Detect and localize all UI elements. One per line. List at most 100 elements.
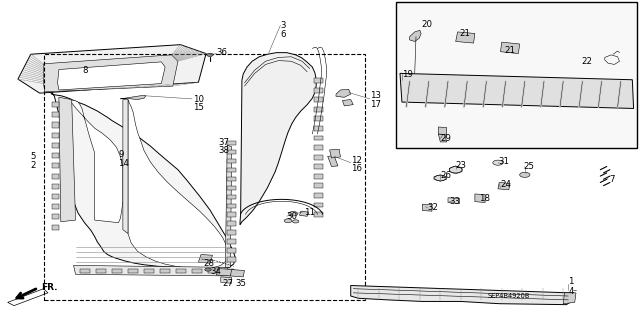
Polygon shape [314,155,323,160]
Polygon shape [52,194,59,199]
Polygon shape [456,32,475,43]
Polygon shape [230,270,244,277]
Polygon shape [227,159,236,163]
Text: 30: 30 [287,212,298,221]
Text: 4: 4 [568,287,574,296]
Polygon shape [227,168,236,172]
Polygon shape [314,193,323,198]
Circle shape [205,268,211,271]
Polygon shape [44,55,178,92]
Polygon shape [59,97,76,222]
Polygon shape [52,214,59,219]
Polygon shape [52,204,59,209]
Polygon shape [74,265,230,276]
Polygon shape [314,212,323,217]
Polygon shape [225,145,232,267]
Text: 28: 28 [204,259,214,268]
Polygon shape [227,257,236,262]
Polygon shape [448,198,460,204]
Polygon shape [52,153,59,158]
Text: 34: 34 [210,267,221,276]
Text: 19: 19 [402,70,413,78]
Polygon shape [563,293,576,304]
Text: 20: 20 [421,20,432,29]
Polygon shape [498,182,510,190]
Text: 13: 13 [370,91,381,100]
Text: 10: 10 [193,95,204,104]
Polygon shape [52,143,59,148]
Text: 29: 29 [440,134,451,143]
Polygon shape [314,78,323,83]
Text: 17: 17 [370,100,381,109]
Text: 38: 38 [219,146,230,155]
Text: 24: 24 [500,180,511,189]
Polygon shape [400,73,634,108]
Bar [396,2,637,148]
Text: 21: 21 [460,29,470,38]
Polygon shape [52,133,59,138]
Polygon shape [160,269,170,273]
Circle shape [207,53,213,56]
Polygon shape [314,136,323,140]
Polygon shape [314,116,323,121]
Polygon shape [227,150,236,154]
Polygon shape [314,107,323,112]
Polygon shape [227,212,236,217]
Polygon shape [224,269,234,273]
Polygon shape [227,204,236,208]
Text: SEP4B4920B: SEP4B4920B [488,293,530,299]
Polygon shape [351,286,573,305]
Polygon shape [227,177,236,181]
Text: 37: 37 [219,138,230,147]
Polygon shape [51,93,236,269]
Circle shape [284,219,292,223]
Polygon shape [144,269,154,273]
Text: 6: 6 [280,30,286,39]
Text: 27: 27 [223,279,234,288]
Polygon shape [123,100,128,234]
Polygon shape [52,112,59,117]
Polygon shape [314,174,323,179]
Text: 11: 11 [304,208,315,217]
Text: 36: 36 [216,48,227,57]
Polygon shape [58,62,165,90]
Polygon shape [410,30,421,41]
Bar [44,54,365,300]
Text: 7: 7 [609,175,615,184]
Polygon shape [120,96,146,100]
Circle shape [449,167,462,173]
Text: 9: 9 [118,150,124,159]
Polygon shape [112,269,122,273]
Polygon shape [475,194,485,203]
Text: 1: 1 [568,277,574,286]
Text: 33: 33 [449,197,460,206]
Polygon shape [192,269,202,273]
Text: 14: 14 [118,159,129,168]
Polygon shape [176,269,186,273]
Polygon shape [342,100,353,106]
Polygon shape [80,269,90,273]
Polygon shape [300,211,308,216]
Text: 32: 32 [428,204,438,212]
Polygon shape [438,134,447,142]
Polygon shape [18,45,206,93]
Polygon shape [422,204,432,211]
Circle shape [292,220,299,223]
Text: 15: 15 [193,103,204,112]
Circle shape [520,172,530,177]
Text: 2: 2 [31,161,36,170]
Polygon shape [314,164,323,169]
Text: 21: 21 [504,46,515,55]
Polygon shape [227,221,236,226]
Text: 23: 23 [456,161,467,170]
Polygon shape [52,163,59,168]
Text: 3: 3 [280,21,286,30]
Polygon shape [500,42,520,54]
Polygon shape [128,100,227,269]
Polygon shape [336,89,351,97]
Polygon shape [69,100,123,223]
Text: 18: 18 [479,194,490,203]
Polygon shape [96,269,106,273]
Text: 22: 22 [581,57,592,66]
Polygon shape [314,97,323,102]
